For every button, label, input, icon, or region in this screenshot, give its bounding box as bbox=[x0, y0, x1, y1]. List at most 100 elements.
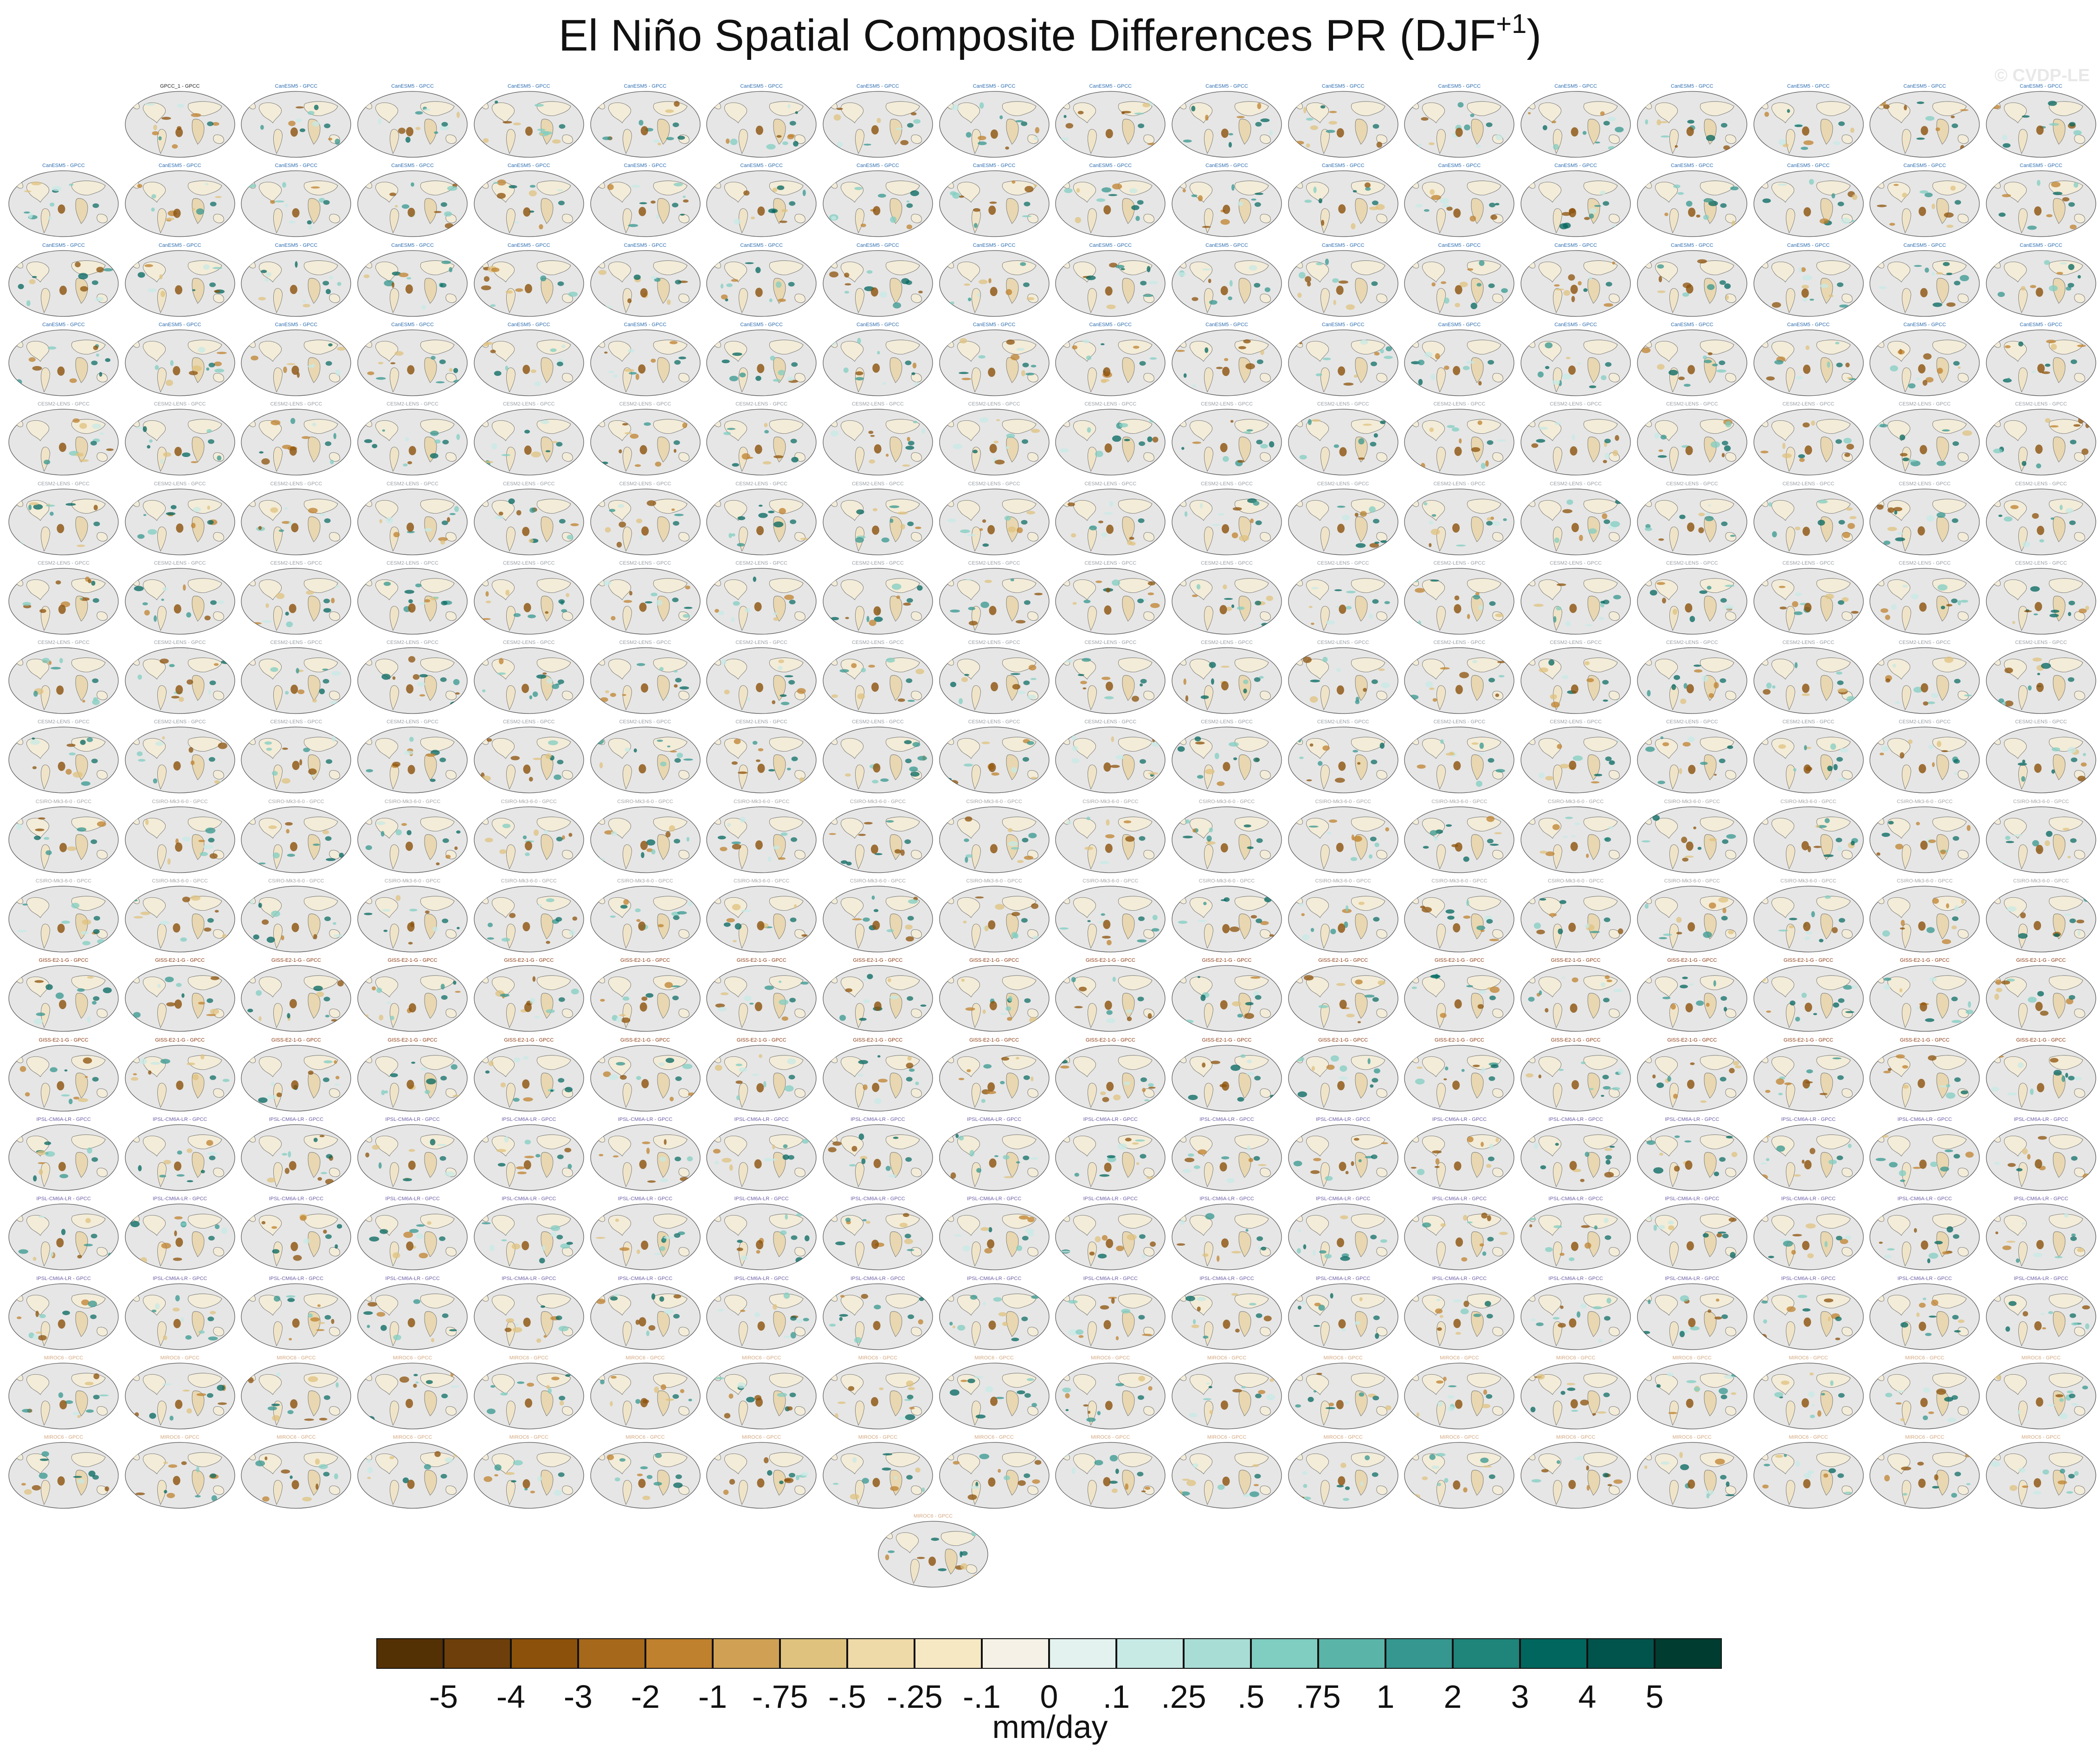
colorbar-tick-label: 3 bbox=[1511, 1679, 1529, 1715]
map-panel: IPSL-CM6A-LR - GPCC bbox=[1868, 1276, 1982, 1351]
world-map bbox=[590, 568, 701, 635]
world-map bbox=[1869, 91, 1980, 158]
map-panel: MIROC6 - GPCC bbox=[239, 1355, 353, 1430]
world-map bbox=[1055, 886, 1166, 952]
world-map bbox=[125, 727, 235, 793]
map-panel: CESM2-LENS - GPCC bbox=[821, 481, 935, 556]
panel-label: CanESM5 - GPCC bbox=[740, 84, 783, 89]
world-map bbox=[590, 91, 701, 158]
map-panel: CESM2-LENS - GPCC bbox=[1984, 560, 2098, 636]
world-map bbox=[474, 170, 584, 237]
map-panel: CESM2-LENS - GPCC bbox=[704, 719, 818, 794]
map-panel: CSIRO-Mk3-6-0 - GPCC bbox=[1519, 878, 1633, 953]
panel-label: CESM2-LENS - GPCC bbox=[2015, 481, 2067, 487]
world-map bbox=[939, 329, 1050, 396]
world-map bbox=[823, 409, 933, 476]
colorbar-swatch bbox=[1587, 1638, 1655, 1669]
world-map bbox=[590, 1363, 701, 1429]
world-map bbox=[357, 1044, 468, 1112]
panel-label: CESM2-LENS - GPCC bbox=[2015, 560, 2067, 566]
map-panel: CanESM5 - GPCC bbox=[1635, 84, 1749, 159]
panel-label: IPSL-CM6A-LR - GPCC bbox=[1781, 1275, 1836, 1281]
world-map bbox=[357, 1203, 468, 1270]
world-map bbox=[1986, 1363, 2096, 1429]
map-panel: CESM2-LENS - GPCC bbox=[1286, 481, 1400, 556]
map-panel: IPSL-CM6A-LR - GPCC bbox=[1752, 1117, 1866, 1192]
world-map bbox=[125, 568, 235, 635]
map-panel: GISS-E2-1-G - GPCC bbox=[472, 958, 586, 1033]
colorbar-swatch bbox=[915, 1638, 982, 1669]
map-panel: MIROC6 - GPCC bbox=[355, 1355, 470, 1430]
world-map bbox=[590, 727, 701, 793]
map-panel: MIROC6 - GPCC bbox=[1053, 1355, 1167, 1430]
world-map bbox=[1172, 1283, 1282, 1350]
panel-label: MIROC6 - GPCC bbox=[1789, 1355, 1828, 1361]
panel-label: MIROC6 - GPCC bbox=[1556, 1435, 1596, 1441]
map-panel: CESM2-LENS - GPCC bbox=[937, 560, 1051, 636]
world-map bbox=[1520, 1283, 1631, 1350]
colorbar-tick-label: .5 bbox=[1237, 1679, 1265, 1715]
map-panel: CESM2-LENS - GPCC bbox=[1170, 481, 1284, 556]
map-panel: CSIRO-Mk3-6-0 - GPCC bbox=[937, 878, 1051, 953]
panel-label: CESM2-LENS - GPCC bbox=[1433, 401, 1486, 407]
panel-label: CESM2-LENS - GPCC bbox=[968, 640, 1020, 646]
world-map bbox=[939, 568, 1050, 635]
map-panel: CanESM5 - GPCC bbox=[355, 163, 470, 238]
panel-label: CanESM5 - GPCC bbox=[740, 322, 783, 328]
map-panel: MIROC6 - GPCC bbox=[1984, 1435, 2098, 1510]
map-panel: CESM2-LENS - GPCC bbox=[239, 640, 353, 715]
panel-label: GISS-E2-1-G - GPCC bbox=[1551, 1037, 1601, 1043]
colorbar-tick-label: 2 bbox=[1443, 1679, 1462, 1715]
world-map bbox=[1288, 1442, 1398, 1509]
world-map bbox=[241, 727, 351, 793]
map-panel: CESM2-LENS - GPCC bbox=[937, 640, 1051, 715]
colorbar-tick-label: .1 bbox=[1102, 1679, 1130, 1715]
world-map bbox=[1637, 1283, 1747, 1350]
panel-label: CESM2-LENS - GPCC bbox=[851, 560, 904, 566]
map-panel: CESM2-LENS - GPCC bbox=[821, 719, 935, 794]
panel-label: GISS-E2-1-G - GPCC bbox=[1667, 1037, 1717, 1043]
world-map bbox=[1637, 91, 1747, 158]
panel-label: IPSL-CM6A-LR - GPCC bbox=[1083, 1275, 1138, 1281]
panel-label: CanESM5 - GPCC bbox=[158, 242, 201, 248]
panel-label: CanESM5 - GPCC bbox=[973, 84, 1016, 89]
map-panel: CanESM5 - GPCC bbox=[1868, 84, 1982, 159]
colorbar-swatch bbox=[1385, 1638, 1453, 1669]
world-map bbox=[1753, 91, 1864, 158]
panel-label: CSIRO-Mk3-6-0 - GPCC bbox=[2013, 878, 2069, 884]
panel-label: CESM2-LENS - GPCC bbox=[851, 640, 904, 646]
world-map bbox=[823, 1203, 933, 1270]
world-map bbox=[474, 965, 584, 1032]
world-map bbox=[1637, 1203, 1747, 1270]
map-panel: CESM2-LENS - GPCC bbox=[1635, 719, 1749, 794]
map-panel: CSIRO-Mk3-6-0 - GPCC bbox=[1752, 878, 1866, 953]
panel-label: IPSL-CM6A-LR - GPCC bbox=[502, 1196, 556, 1202]
world-map bbox=[706, 727, 817, 793]
world-map bbox=[706, 647, 817, 714]
panel-label: CESM2-LENS - GPCC bbox=[735, 401, 788, 407]
world-map bbox=[706, 568, 817, 635]
map-panel: CanESM5 - GPCC bbox=[937, 84, 1051, 159]
world-map bbox=[590, 1203, 701, 1270]
panel-label: CESM2-LENS - GPCC bbox=[968, 481, 1020, 487]
world-map bbox=[706, 886, 817, 952]
world-map bbox=[823, 170, 933, 237]
panel-label: MIROC6 - GPCC bbox=[277, 1435, 316, 1441]
map-panel: CESM2-LENS - GPCC bbox=[937, 481, 1051, 556]
panel-label: MIROC6 - GPCC bbox=[1207, 1355, 1247, 1361]
map-panel: GISS-E2-1-G - GPCC bbox=[821, 958, 935, 1033]
panel-label: MIROC6 - GPCC bbox=[1672, 1435, 1712, 1441]
map-panel: CanESM5 - GPCC bbox=[821, 322, 935, 397]
world-map bbox=[8, 329, 119, 396]
map-panel: CanESM5 - GPCC bbox=[239, 243, 353, 318]
panel-label: IPSL-CM6A-LR - GPCC bbox=[2014, 1275, 2068, 1281]
panel-label: CanESM5 - GPCC bbox=[1554, 163, 1597, 169]
world-map bbox=[474, 329, 584, 396]
panel-label: IPSL-CM6A-LR - GPCC bbox=[385, 1275, 440, 1281]
world-map bbox=[1520, 91, 1631, 158]
map-panel: CanESM5 - GPCC bbox=[123, 243, 237, 318]
panel-label: GISS-E2-1-G - GPCC bbox=[736, 958, 786, 964]
panel-label: GISS-E2-1-G - GPCC bbox=[1900, 1037, 1950, 1043]
map-panel: CESM2-LENS - GPCC bbox=[937, 401, 1051, 476]
